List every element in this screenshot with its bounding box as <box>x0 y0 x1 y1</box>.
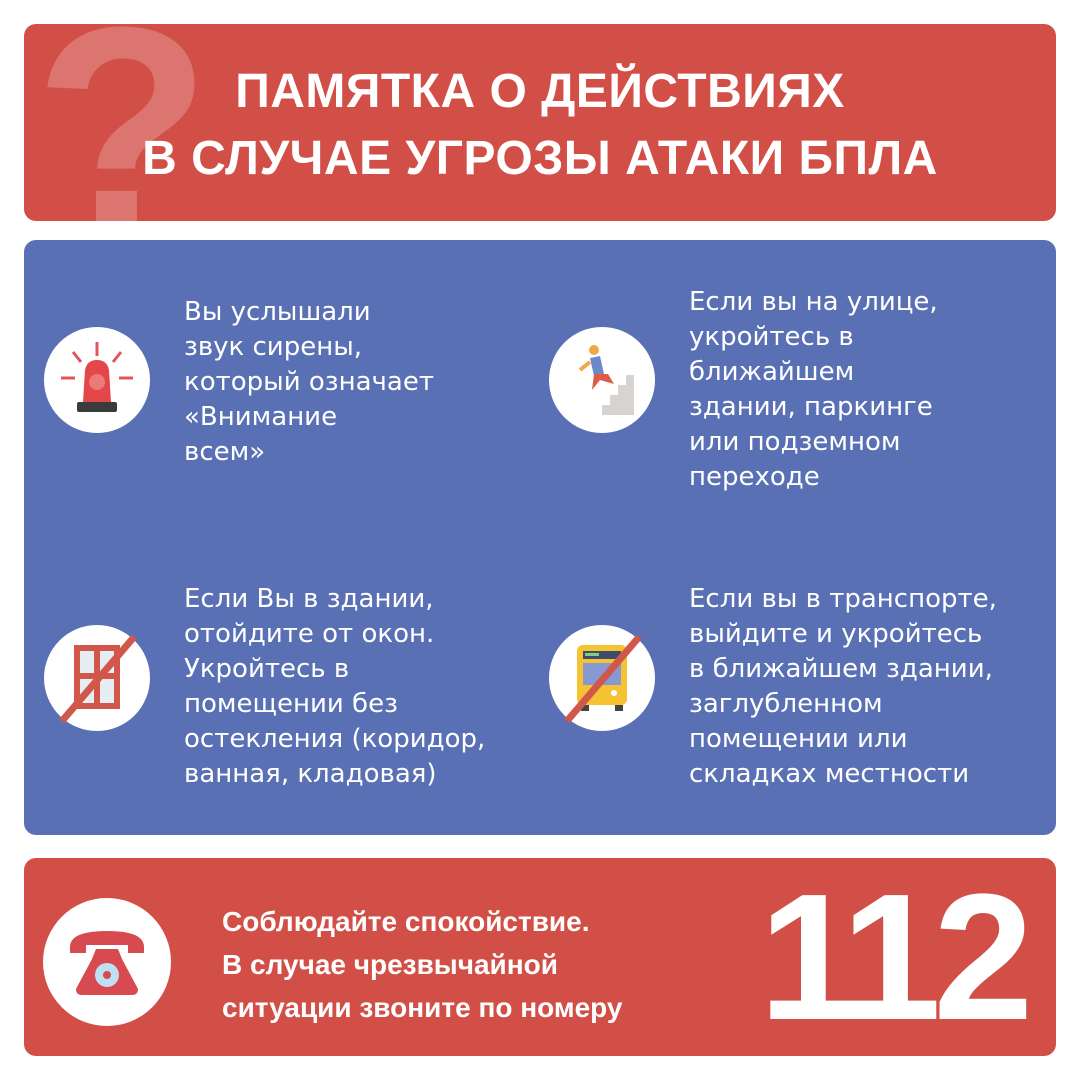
telephone-icon <box>43 898 171 1026</box>
item-siren-text: Вы услышали звук сирены, который означае… <box>184 297 434 467</box>
no-bus-icon <box>549 625 655 731</box>
item-transport-text: Если вы в транспорте, выйдите и укройтес… <box>689 584 997 789</box>
footer-text: Соблюдайте спокойствие. В случае чрезвыч… <box>222 906 623 1023</box>
title-line-1: ПАМЯТКА О ДЕЙСТВИЯХ <box>235 65 845 118</box>
question-mark-decoration: ? <box>34 24 212 221</box>
emergency-number: 112 <box>759 857 1033 1058</box>
header-banner: ? ПАМЯТКА О ДЕЙСТВИЯХ В СЛУЧАЕ УГРОЗЫ АТ… <box>24 24 1056 221</box>
item-street-text: Если вы на улице, укройтесь в ближайшем … <box>689 287 938 492</box>
title-line-2: В СЛУЧАЕ УГРОЗЫ АТАКИ БПЛА <box>142 132 938 185</box>
no-window-icon <box>44 625 150 731</box>
person-stairs-icon <box>549 327 655 433</box>
footer-banner: Соблюдайте спокойствие. В случае чрезвыч… <box>24 858 1056 1056</box>
siren-icon <box>44 327 150 433</box>
item-building-text: Если Вы в здании, отойдите от окон. Укро… <box>184 584 486 789</box>
instructions-panel: Вы услышали звук сирены, который означае… <box>24 240 1056 835</box>
